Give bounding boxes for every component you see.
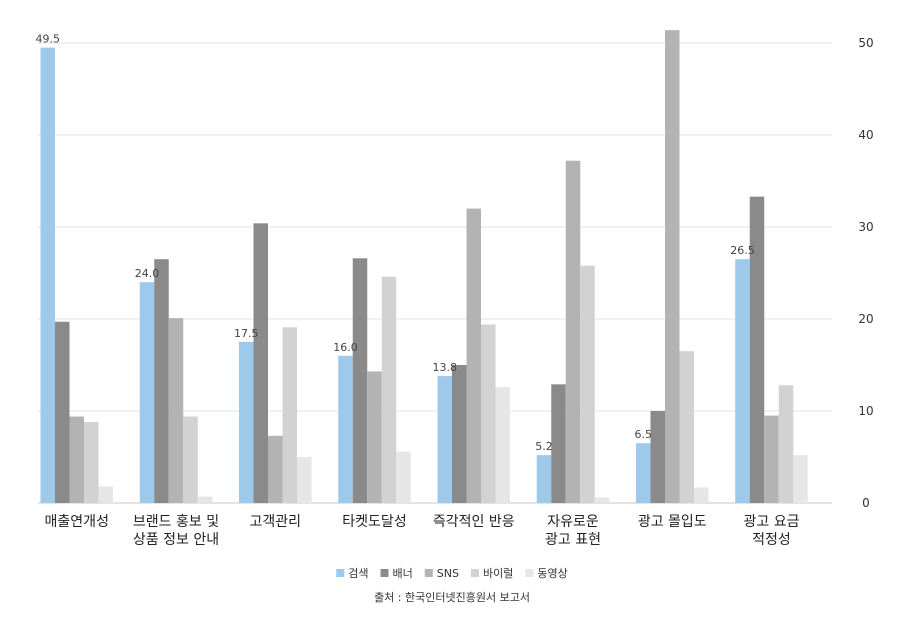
category-label: 브랜드 홍보 및 [133, 514, 219, 530]
legend-label: SNS [437, 567, 459, 580]
data-label: 17.5 [234, 327, 259, 340]
legend-swatch [380, 569, 389, 577]
legend-swatch [336, 569, 345, 577]
bar [40, 47, 55, 503]
data-label: 16.0 [333, 341, 358, 354]
bar [183, 416, 198, 503]
bar [437, 376, 452, 503]
y-axis: 0 10 20 30 40 50 [858, 36, 873, 510]
legend-swatch [525, 569, 534, 577]
data-label: 13.8 [433, 361, 458, 374]
legend-label: 동영상 [537, 567, 567, 580]
category-label: 광고 표현 [545, 532, 601, 548]
y-tick-label: 10 [858, 404, 873, 418]
bar [154, 259, 169, 503]
legend-label: 바이럴 [483, 567, 513, 580]
bar [580, 265, 595, 503]
bar [197, 496, 213, 503]
data-labels: 49.5 24.0 17.5 16.0 13.8 5.2 6.5 26.5 [36, 33, 755, 454]
bar [481, 324, 496, 503]
category-label: 광고 요금 [744, 514, 800, 530]
bar [452, 365, 467, 503]
bar [694, 487, 709, 503]
legend-label: 배너 [393, 567, 413, 580]
bar [396, 451, 411, 503]
bar [636, 443, 651, 503]
bar [749, 196, 765, 503]
category-label: 즉각적인 반응 [433, 514, 515, 530]
bar [168, 318, 184, 503]
data-label: 24.0 [135, 267, 160, 280]
y-tick-label: 30 [858, 220, 873, 234]
source-note: 출처 : 한국인터넷진흥원서 보고서 [374, 590, 530, 604]
category-label: 매출연개성 [45, 514, 109, 530]
y-tick-label: 20 [858, 312, 873, 326]
category-label: 적정성 [752, 532, 791, 548]
y-tick-label: 40 [858, 128, 873, 142]
bar [536, 455, 552, 503]
bar [139, 282, 155, 503]
bar [764, 415, 779, 503]
category-label: 타켓도달성 [342, 514, 406, 530]
bar [793, 455, 808, 503]
bar [338, 355, 353, 503]
bar [495, 387, 510, 503]
bar [98, 486, 113, 503]
bar [594, 497, 610, 503]
legend: 검색 배너 SNS 바이럴 동영상 [336, 567, 568, 580]
bar [551, 384, 566, 503]
category-label: 고객관리 [249, 514, 301, 530]
legend-swatch [470, 569, 479, 577]
bar [268, 435, 283, 503]
bar [239, 342, 254, 503]
data-label: 5.2 [535, 440, 553, 453]
bar [381, 276, 397, 503]
bar [650, 411, 665, 503]
bar [352, 258, 368, 503]
bar [367, 371, 382, 503]
bar [253, 223, 268, 503]
y-tick-label: 0 [862, 496, 870, 510]
data-label: 6.5 [635, 428, 653, 441]
legend-swatch [424, 569, 433, 577]
category-label: 상품 정보 안내 [133, 532, 219, 548]
bar [665, 30, 680, 504]
bar [778, 385, 794, 503]
category-label: 광고 몰입도 [638, 514, 707, 530]
bar [84, 422, 99, 503]
category-label: 자유로운 [547, 514, 599, 530]
data-label: 26.5 [730, 244, 755, 257]
bar [466, 208, 481, 503]
bar [69, 416, 84, 503]
x-axis: 매출연개성 브랜드 홍보 및상품 정보 안내 고객관리 타켓도달성 즉각적인 반응 자유로… [45, 514, 800, 548]
bar [735, 259, 750, 503]
bar [297, 457, 312, 503]
bar [679, 351, 694, 503]
y-tick-label: 50 [858, 36, 873, 50]
bar [565, 160, 581, 503]
bars [40, 30, 808, 504]
legend-label: 검색 [348, 567, 368, 580]
data-label: 49.5 [36, 33, 61, 46]
bar [282, 327, 297, 503]
bar [55, 321, 70, 503]
